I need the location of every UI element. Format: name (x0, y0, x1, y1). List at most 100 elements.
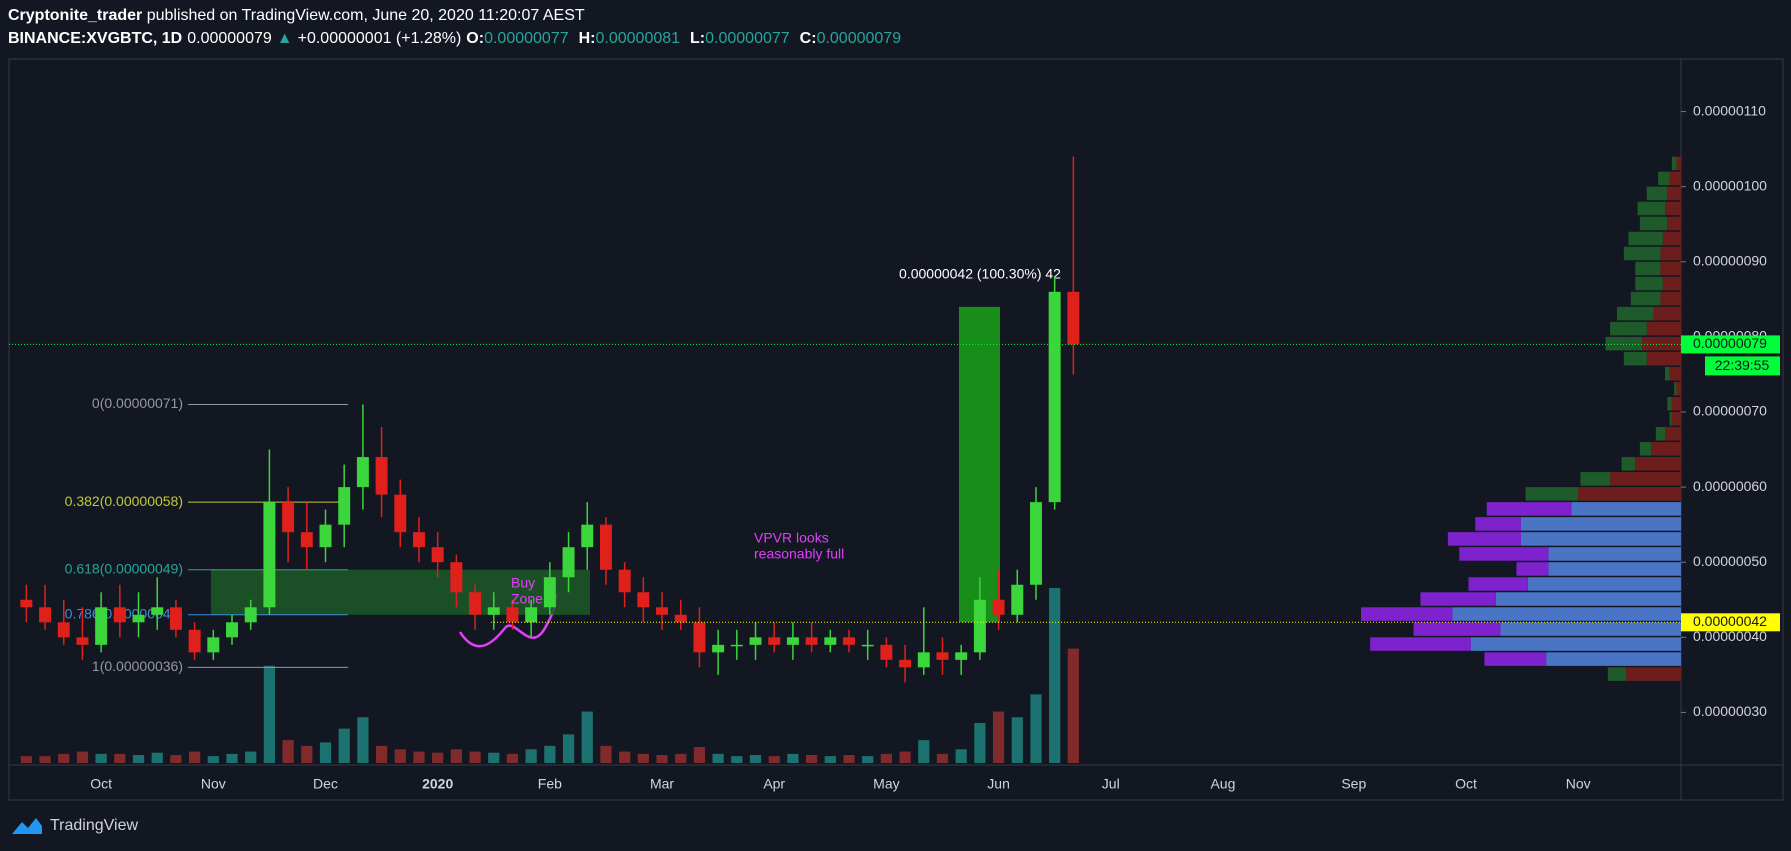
candle-body (786, 637, 799, 645)
o-label: O: (466, 30, 485, 47)
volume-bar (768, 756, 780, 763)
profile-far (1413, 622, 1501, 636)
profile-far (1671, 156, 1677, 171)
volume-bar (637, 753, 649, 763)
volume-bar (675, 753, 687, 763)
volume-bar (525, 749, 537, 763)
candle-body (469, 592, 482, 615)
profile-far (1607, 667, 1627, 681)
o: 0.00000077 (484, 30, 569, 47)
volume-bar (1067, 648, 1079, 763)
profile-far (1370, 637, 1471, 651)
countdown-box (1705, 356, 1780, 376)
volume-bar (76, 751, 89, 763)
profile-near (1527, 577, 1681, 591)
profile-far (1628, 231, 1663, 246)
profile-far (1637, 201, 1665, 216)
candle-body (637, 592, 650, 608)
volume-bar (469, 751, 481, 763)
volume-bar (581, 711, 593, 763)
x-tick-label: Dec (313, 776, 338, 792)
volume-bar (974, 722, 986, 763)
volume-bar (506, 753, 519, 763)
l-label: L: (690, 30, 706, 47)
volume-bar (151, 752, 163, 763)
h: 0.00000081 (595, 30, 681, 47)
h-label: H: (578, 30, 596, 47)
volume-bar (263, 665, 276, 763)
x-tick-label: Nov (1566, 776, 1591, 792)
profile-near (1546, 652, 1681, 666)
fib-label: 0(0.00000071) (92, 395, 183, 411)
volume-bar (319, 742, 332, 763)
profile-near (1660, 261, 1681, 276)
candle-body (992, 599, 1005, 615)
x-tick-label: May (873, 776, 899, 792)
profile-far (1459, 547, 1549, 561)
profile-far (1361, 607, 1453, 621)
profile-near (1500, 622, 1681, 636)
volume-bar (562, 734, 575, 763)
change: +0.00000001 (+1.28%) (297, 30, 462, 47)
candle-body (207, 637, 220, 653)
candle-body (319, 524, 332, 548)
profile-near (1626, 667, 1681, 681)
volume-bar (731, 756, 743, 763)
profile-far (1580, 472, 1611, 486)
y-tick-label: 0.00000100 (1693, 177, 1767, 193)
profile-near (1452, 607, 1681, 621)
candle-body (730, 644, 743, 647)
profile-near (1653, 306, 1681, 321)
ohlc-line: BINANCE:XVGBTC, 1D 0.00000079 ▲ +0.00000001… (8, 27, 911, 50)
candle-body (57, 622, 70, 638)
candle-body (917, 652, 930, 668)
profile-far (1674, 381, 1677, 396)
profile-near (1470, 637, 1681, 651)
volume-bar (189, 751, 201, 763)
profile-near (1676, 156, 1681, 171)
candle-body (861, 644, 874, 647)
profile-near (1669, 171, 1681, 186)
x-tick-label: Apr (763, 776, 785, 792)
volume-bar (862, 756, 874, 763)
profile-near (1662, 231, 1681, 246)
profile-far (1646, 186, 1668, 201)
candle-body (768, 637, 781, 645)
candle-body (226, 622, 238, 638)
last-price-box (1681, 335, 1780, 354)
profile-far (1667, 396, 1672, 411)
candle-body (394, 494, 407, 533)
x-tick-label: 2020 (422, 776, 453, 792)
candle-body (805, 637, 818, 645)
profile-far (1484, 652, 1547, 666)
x-tick-label: Sep (1341, 776, 1366, 792)
brand: TradingView (50, 817, 139, 834)
fib-label: 0.618(0.00000049) (65, 560, 183, 576)
volume-bar (394, 749, 406, 763)
volume-bar (114, 753, 126, 763)
profile-near (1660, 246, 1681, 261)
frame (8, 58, 1784, 801)
candle-body (450, 562, 463, 593)
profile-far (1486, 502, 1572, 516)
candle-body (525, 607, 538, 623)
x-tick-label: Mar (650, 776, 674, 792)
volume-bar (619, 751, 631, 763)
countdown: 22:39:55 (1715, 357, 1770, 373)
volume-bar (955, 749, 967, 763)
fib-label: 1(0.00000036) (92, 658, 183, 674)
candle-body (936, 652, 949, 660)
volume-bar (787, 753, 799, 763)
volume-bar (1030, 694, 1042, 763)
symbol: BINANCE:XVGBTC, 1D (8, 30, 183, 47)
profile-near (1521, 517, 1681, 531)
candle-body (674, 614, 687, 623)
volume-bar (749, 754, 762, 763)
candle-body (263, 502, 276, 608)
footer: TradingView (10, 814, 138, 838)
y-tick-label: 0.00000110 (1693, 102, 1766, 118)
profile-near (1667, 186, 1681, 201)
candle-body (843, 637, 855, 645)
volume-bar (282, 740, 294, 763)
volume-bar (712, 753, 724, 763)
